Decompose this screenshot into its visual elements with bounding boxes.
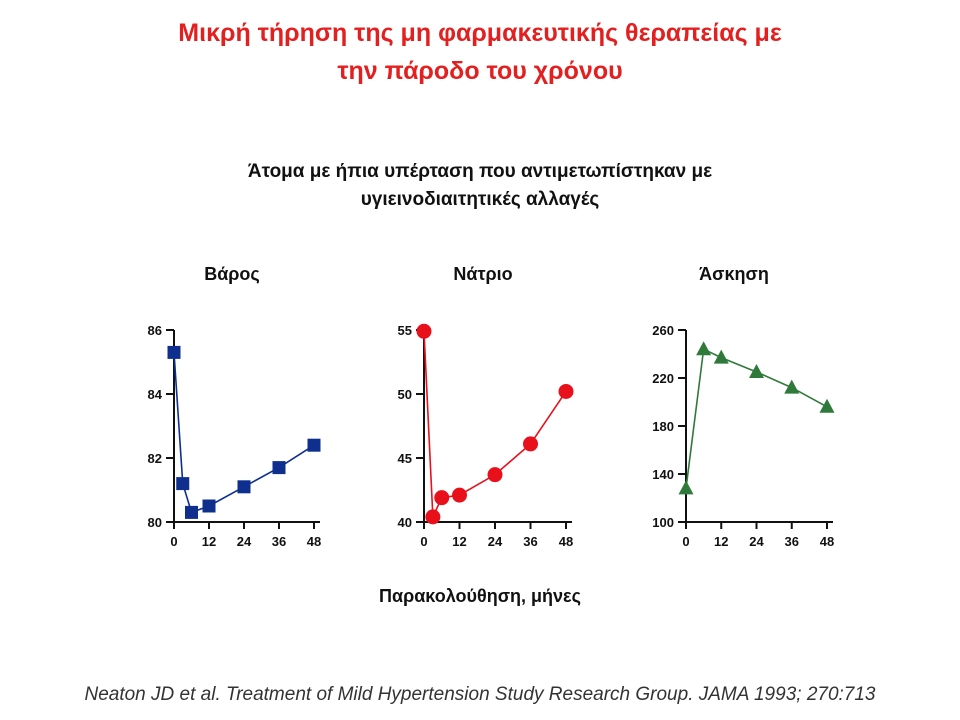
sodium-series-line (423, 331, 567, 518)
sodium-y-tick-label: 45 (398, 451, 412, 466)
sodium-y-tick-label: 40 (398, 515, 412, 530)
sodium-point (416, 323, 432, 339)
weight-y-tick-label: 80 (148, 515, 162, 530)
citation: Neaton JD et al. Treatment of Mild Hyper… (84, 684, 876, 705)
chart-sodium: 40 45 50 55 0 12 24 36 48 (398, 323, 574, 549)
exercise-y-tick-label: 140 (652, 467, 674, 482)
slide-title-line1: Μικρή τήρηση της μη φαρμακευτικής θεραπε… (178, 19, 782, 47)
weight-y-tick-label: 84 (148, 387, 163, 402)
weight-point (167, 345, 181, 359)
slide-title-line2: την πάροδο του χρόνου (337, 57, 623, 85)
weight-y-tick-label: 82 (148, 451, 162, 466)
exercise-x-tick-label: 24 (749, 534, 764, 549)
weight-point (307, 438, 321, 452)
panel-label-exercise: Άσκηση (699, 264, 769, 284)
x-axis-title: Παρακολούθηση, μήνες (379, 586, 581, 606)
weight-x-tick-label: 24 (237, 534, 252, 549)
weight-point (272, 461, 286, 475)
exercise-point (696, 341, 712, 356)
sodium-x-tick-label: 0 (420, 534, 427, 549)
sodium-point (487, 467, 503, 483)
exercise-y-tick-label: 260 (652, 323, 674, 338)
weight-x-tick-label: 12 (202, 534, 216, 549)
weight-y-tick-label: 86 (148, 323, 162, 338)
sodium-x-tick-label: 12 (452, 534, 466, 549)
panel-label-weight: Βάρος (204, 264, 260, 284)
exercise-x-tick-label: 12 (714, 534, 728, 549)
exercise-point (678, 480, 694, 495)
chart-weight: 80 82 84 86 0 12 24 36 48 (148, 323, 322, 549)
slide-subtitle-line2: υγιεινοδιαιτητικές αλλαγές (360, 189, 600, 210)
slide-title: Μικρή τήρηση της μη φαρμακευτικής θεραπε… (0, 14, 960, 90)
weight-x-tick-label: 36 (272, 534, 286, 549)
sodium-x-tick-label: 24 (488, 534, 503, 549)
slide-subtitle: Άτομα με ήπια υπέρταση που αντιμετωπίστη… (0, 158, 960, 214)
exercise-x-tick-label: 48 (820, 534, 834, 549)
chart-exercise: 100 140 180 220 260 0 12 24 36 48 (652, 323, 835, 549)
sodium-x-tick-label: 36 (523, 534, 537, 549)
weight-x-tick-label: 0 (170, 534, 177, 549)
sodium-y-tick-label: 50 (398, 387, 412, 402)
weight-point (176, 477, 190, 491)
sodium-x-tick-label: 48 (559, 534, 573, 549)
exercise-y-tick-label: 100 (652, 515, 674, 530)
weight-point (202, 499, 216, 513)
sodium-point (425, 509, 441, 525)
weight-point (237, 480, 251, 494)
sodium-point (434, 490, 450, 506)
weight-x-tick-label: 48 (307, 534, 321, 549)
sodium-point (523, 436, 538, 452)
exercise-point (713, 349, 729, 364)
exercise-point (749, 364, 764, 378)
exercise-x-tick-label: 0 (682, 534, 689, 549)
panel-label-sodium: Νάτριο (453, 264, 513, 284)
slide-subtitle-line1: Άτομα με ήπια υπέρταση που αντιμετωπίστη… (247, 161, 713, 182)
exercise-point (784, 379, 800, 394)
exercise-y-tick-label: 180 (652, 419, 674, 434)
exercise-y-tick-label: 220 (652, 371, 674, 386)
exercise-x-tick-label: 36 (785, 534, 799, 549)
weight-point (185, 505, 198, 519)
sodium-point (452, 487, 467, 503)
exercise-point (819, 398, 835, 413)
sodium-point (558, 383, 574, 399)
sodium-y-tick-label: 55 (398, 323, 412, 338)
